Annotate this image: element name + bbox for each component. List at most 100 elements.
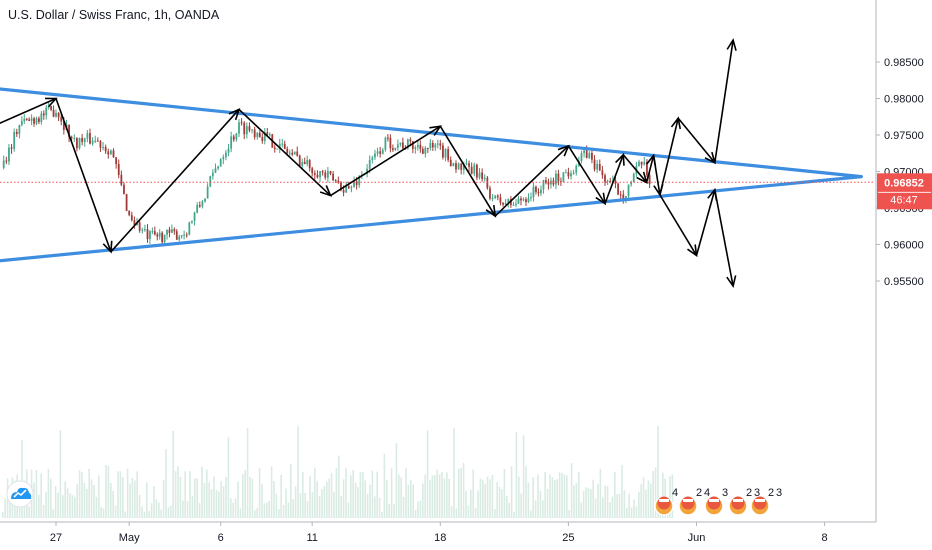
volume-bar	[602, 497, 604, 518]
projection-arrow[interactable]	[55, 98, 113, 254]
volume-bar	[35, 470, 38, 518]
candle	[424, 146, 427, 158]
candle	[281, 138, 284, 148]
volume-bar	[580, 502, 582, 518]
projection-arrow[interactable]	[622, 154, 648, 184]
volume-bar	[117, 471, 119, 518]
volume-bar	[237, 481, 239, 518]
volume-bar	[462, 462, 465, 518]
volume-bar	[642, 477, 645, 518]
volume-bar	[47, 468, 50, 518]
volume-bar	[342, 479, 345, 518]
candle	[381, 147, 384, 155]
trendline-lower[interactable]	[0, 175, 863, 265]
volume-bar	[570, 463, 573, 518]
candle	[175, 229, 178, 241]
candle	[204, 198, 206, 203]
trendlines[interactable]	[0, 85, 863, 265]
candle	[219, 158, 222, 167]
projection-arrows[interactable]	[0, 38, 737, 289]
candle	[604, 173, 606, 186]
alternate-projection-arrow[interactable]	[659, 194, 698, 258]
candle	[40, 110, 43, 125]
volume-bar	[388, 504, 390, 518]
volume-bar	[206, 469, 208, 518]
volume-bar	[489, 479, 491, 518]
candle	[406, 138, 409, 150]
volume-bar	[141, 506, 143, 518]
volume-bar	[90, 479, 93, 518]
volume-bar	[422, 483, 424, 518]
volume-bar	[611, 496, 614, 518]
candle	[225, 150, 227, 161]
volume-bar	[146, 482, 148, 518]
candle	[491, 193, 494, 202]
candle	[444, 148, 447, 162]
volume-bar	[321, 489, 323, 518]
candle	[50, 105, 53, 112]
candle	[45, 105, 48, 120]
volume-bar	[539, 490, 542, 518]
candle	[232, 134, 235, 142]
candle	[426, 147, 429, 153]
volume-bar	[606, 485, 609, 518]
volume-bar	[484, 483, 486, 518]
candle	[115, 157, 118, 169]
candle	[545, 177, 547, 185]
volume-bar	[582, 490, 585, 518]
candle	[499, 193, 502, 206]
economic-event-flag-icon[interactable]: 4	[654, 487, 678, 516]
candle	[99, 140, 102, 152]
volume-bar	[503, 468, 506, 518]
candle	[52, 105, 55, 118]
candle	[619, 190, 622, 200]
candle	[601, 165, 604, 179]
volume-bar	[594, 498, 597, 518]
candle	[565, 169, 567, 174]
candle	[517, 195, 520, 204]
candle	[345, 181, 348, 193]
candle	[520, 196, 522, 206]
tradingview-logo-icon[interactable]	[6, 480, 34, 508]
volume-bar	[230, 498, 232, 518]
x-tick-label: 11	[306, 532, 317, 544]
candle	[371, 155, 374, 164]
volume-bar	[376, 471, 378, 518]
economic-event-flag-icon[interactable]: 3	[704, 487, 728, 516]
projection-arrow[interactable]	[677, 117, 717, 165]
candle	[130, 211, 133, 222]
x-tick-label: Jun	[688, 532, 706, 544]
candle	[296, 146, 299, 157]
alternate-projection-arrow[interactable]	[695, 187, 718, 256]
volume-bar	[256, 508, 258, 518]
volume-bar	[134, 480, 136, 518]
volume-bar	[306, 501, 309, 518]
x-tick-label: 8	[822, 532, 828, 544]
trendline-upper[interactable]	[0, 85, 863, 179]
volume-bar	[366, 493, 369, 518]
event-count: 3	[754, 487, 760, 499]
volume-bar	[558, 472, 561, 518]
projection-arrow[interactable]	[0, 97, 58, 138]
candle	[256, 132, 259, 140]
candle	[125, 193, 128, 212]
volume-bar	[412, 484, 414, 518]
volume-bar	[426, 430, 429, 518]
alternate-projection-arrow[interactable]	[714, 189, 737, 289]
volume-bar	[131, 477, 134, 518]
volume-bar	[326, 481, 328, 518]
candle	[102, 141, 104, 151]
volume-bar	[222, 486, 225, 518]
candle	[452, 162, 455, 167]
volume-bar	[249, 476, 251, 518]
candle	[439, 139, 442, 150]
candle	[366, 164, 368, 178]
volume-bar	[102, 508, 105, 518]
projection-arrow[interactable]	[714, 38, 737, 163]
candle	[201, 199, 204, 209]
